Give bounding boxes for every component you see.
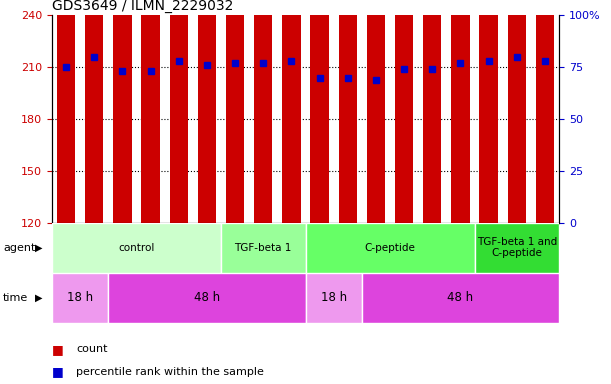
Bar <box>338 0 357 223</box>
Bar <box>52 273 108 323</box>
Text: C-peptide: C-peptide <box>365 243 415 253</box>
Bar <box>141 0 159 223</box>
Bar <box>367 0 385 223</box>
Bar <box>57 0 75 223</box>
Bar <box>221 223 306 273</box>
Bar <box>536 0 554 223</box>
Text: ■: ■ <box>52 343 64 356</box>
Text: 48 h: 48 h <box>447 291 474 304</box>
Bar <box>362 273 559 323</box>
Bar <box>113 0 131 223</box>
Text: percentile rank within the sample: percentile rank within the sample <box>76 366 264 377</box>
Bar <box>226 0 244 223</box>
Text: ■: ■ <box>52 365 64 378</box>
Text: control: control <box>119 243 155 253</box>
Text: agent: agent <box>3 243 35 253</box>
Bar <box>198 0 216 223</box>
Bar <box>170 0 188 223</box>
Text: TGF-beta 1: TGF-beta 1 <box>235 243 292 253</box>
Text: ▶: ▶ <box>35 293 43 303</box>
Bar <box>282 0 301 223</box>
Bar <box>108 273 306 323</box>
Bar <box>306 273 362 323</box>
Text: 18 h: 18 h <box>67 291 93 304</box>
Bar <box>85 0 103 223</box>
Text: 48 h: 48 h <box>194 291 220 304</box>
Text: GDS3649 / ILMN_2229032: GDS3649 / ILMN_2229032 <box>52 0 233 13</box>
Text: 18 h: 18 h <box>321 291 346 304</box>
Bar <box>52 223 221 273</box>
Bar <box>306 223 475 273</box>
Bar <box>310 0 329 223</box>
Bar <box>508 0 526 223</box>
Bar <box>452 0 470 223</box>
Text: TGF-beta 1 and
C-peptide: TGF-beta 1 and C-peptide <box>477 237 557 258</box>
Text: time: time <box>3 293 28 303</box>
Text: count: count <box>76 344 108 354</box>
Bar <box>475 223 559 273</box>
Text: ▶: ▶ <box>35 243 43 253</box>
Bar <box>254 0 273 223</box>
Bar <box>423 0 441 223</box>
Bar <box>480 0 498 223</box>
Bar <box>395 0 413 223</box>
